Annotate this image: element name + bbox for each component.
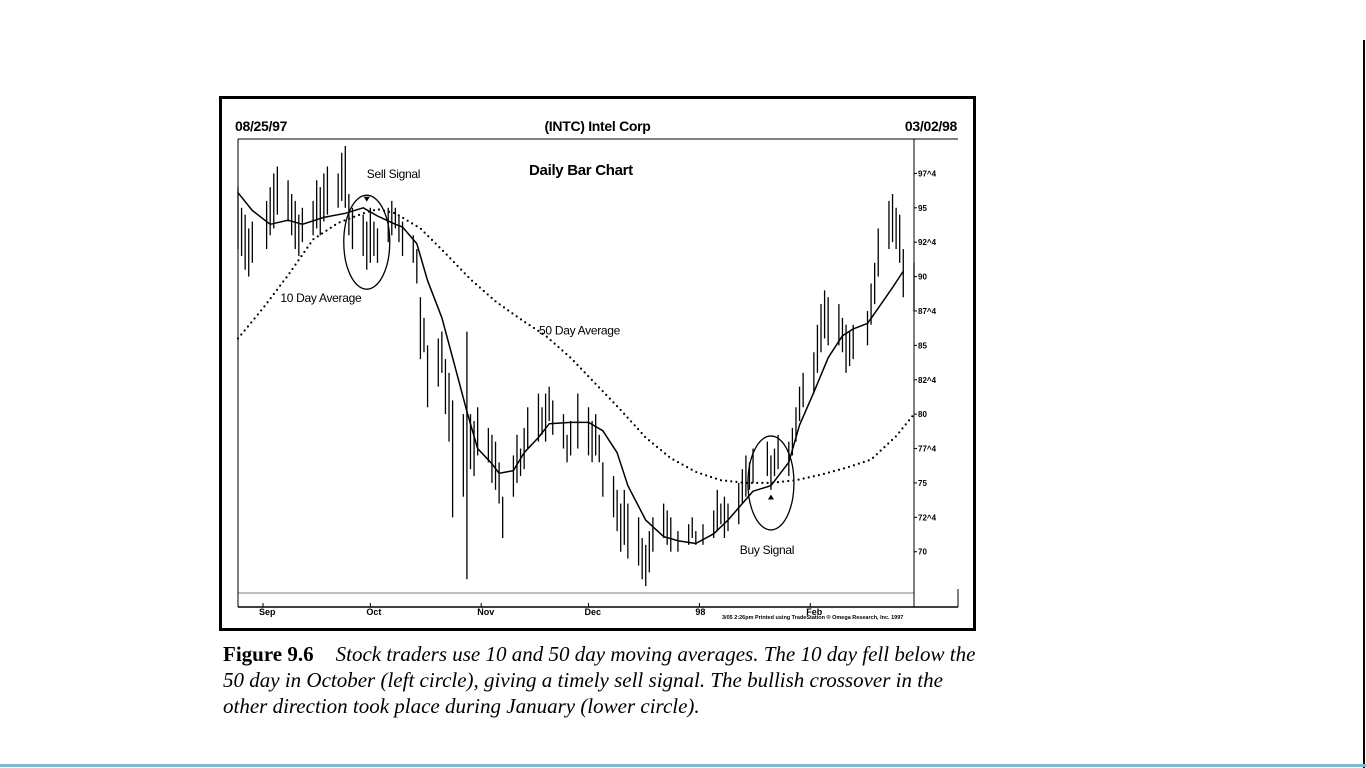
y-tick-label: 75 <box>918 479 927 488</box>
buy-arrow-icon <box>767 494 774 500</box>
buy-circle <box>747 435 795 531</box>
chart-start-date: 08/25/97 <box>235 118 288 134</box>
x-tick-label: Dec <box>585 607 602 617</box>
y-tick-label: 82^4 <box>918 376 937 385</box>
y-tick-label: 92^4 <box>918 238 937 247</box>
annotation-label: Sell Signal <box>367 167 420 181</box>
x-tick-label: Feb <box>806 607 823 617</box>
y-tick-label: 80 <box>918 410 927 419</box>
y-tick-label: 95 <box>918 204 927 213</box>
chart-end-date: 03/02/98 <box>904 118 957 134</box>
chart-subtitle: Daily Bar Chart <box>529 162 633 179</box>
price-chart: 97^4 95 92^4 90 87^4 85 82^4 80 77^4 75 72^4 70 Sep O… <box>236 138 959 621</box>
y-tick-label: 97^4 <box>918 169 937 178</box>
x-tick-label: Nov <box>477 607 494 617</box>
chart-frame: 97^4 95 92^4 90 87^4 85 82^4 80 77^4 75 72^4 70 Sep O… <box>219 96 976 631</box>
printed-footer-note: 3/05 2:26pm Printed using TradeStation ®… <box>722 614 903 621</box>
annotation-label: 50 Day Average <box>539 324 621 338</box>
y-tick-label: 72^4 <box>918 513 937 522</box>
x-tick-label: Oct <box>366 607 381 617</box>
x-tick-label: 98 <box>695 607 705 617</box>
y-tick-label: 70 <box>918 548 927 557</box>
y-tick-label: 90 <box>918 273 927 282</box>
page-right-rule <box>1363 40 1365 768</box>
y-tick-label: 85 <box>918 341 927 350</box>
figure-label: Figure 9.6 <box>223 642 314 666</box>
annotation-label: 10 Day Average <box>280 291 362 305</box>
chart-title: (INTC) Intel Corp <box>544 118 651 134</box>
ma-50-day-line <box>236 208 916 484</box>
caption-text: Stock traders use 10 and 50 day moving a… <box>223 642 976 718</box>
page-bottom-rule <box>0 764 1366 767</box>
x-tick-label: Sep <box>259 607 276 617</box>
sell-arrow-icon <box>363 196 370 202</box>
y-tick-label: 87^4 <box>918 307 937 316</box>
y-tick-label: 77^4 <box>918 445 937 454</box>
figure-caption: Figure 9.6 Stock traders use 10 and 50 da… <box>223 641 983 719</box>
annotation-label: Buy Signal <box>740 543 794 557</box>
ma-10-day-line <box>237 191 905 545</box>
sell-circle <box>343 194 391 290</box>
